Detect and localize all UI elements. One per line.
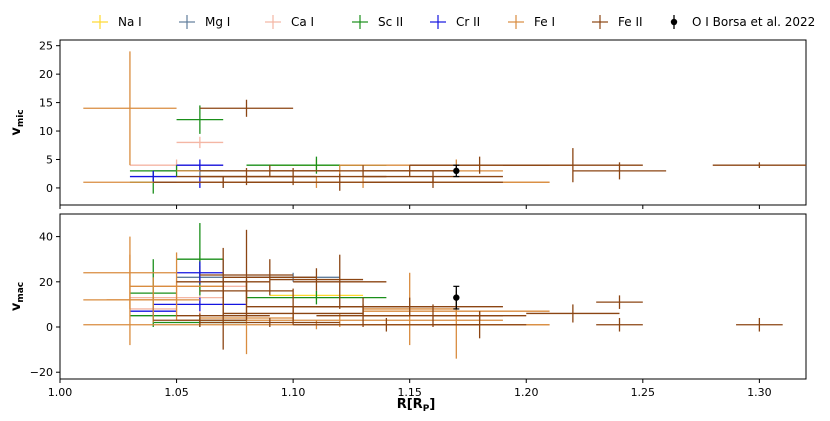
plot-frame bbox=[59, 213, 807, 380]
legend-item-ca-i: Ca I bbox=[265, 15, 314, 29]
y-tick-label: 20 bbox=[39, 276, 53, 289]
x-tick-label: 1.25 bbox=[631, 386, 656, 399]
data-point bbox=[176, 261, 224, 285]
legend-item-fe-ii: Fe II bbox=[592, 15, 643, 29]
y-tick-label: 15 bbox=[39, 97, 53, 110]
x-tick-label: 1.30 bbox=[747, 386, 772, 399]
panel-vmic: 0 5 10 15 20 25 vmic bbox=[9, 39, 807, 209]
legend-label: Sc II bbox=[378, 15, 403, 29]
y-axis-label: vmac bbox=[9, 282, 26, 311]
y-tick-label: 10 bbox=[39, 125, 53, 138]
x-tick-label: 1.00 bbox=[48, 386, 73, 399]
legend-marker-dot bbox=[670, 18, 678, 26]
y-tick-label: 5 bbox=[46, 153, 53, 166]
x-tick-label: 1.10 bbox=[281, 386, 306, 399]
series-fe-ii bbox=[153, 229, 783, 350]
data-point bbox=[712, 162, 806, 169]
series-o-i-borsa-et-al-2022 bbox=[453, 164, 460, 178]
data-point bbox=[129, 252, 224, 321]
legend-label: Fe II bbox=[618, 15, 643, 29]
data-marker bbox=[453, 167, 460, 175]
y-tick-label: 25 bbox=[39, 40, 53, 53]
legend-label: Fe I bbox=[534, 15, 555, 29]
data-point bbox=[199, 165, 340, 177]
data-point bbox=[363, 176, 503, 188]
data-point bbox=[176, 281, 270, 350]
legend-label: Cr II bbox=[456, 15, 480, 29]
y-tick-label: 0 bbox=[46, 182, 53, 195]
data-point bbox=[293, 317, 480, 332]
series-fe-ii bbox=[153, 99, 806, 191]
legend-item-o-i-borsa-et-al-2022: O I Borsa et al. 2022 bbox=[670, 15, 815, 29]
data-point bbox=[106, 277, 200, 323]
legend-item-mg-i: Mg I bbox=[179, 15, 230, 29]
legend: Na I Mg I Ca I Sc II Cr II Fe I Fe II O I Borsa… bbox=[92, 15, 815, 29]
data-point bbox=[223, 259, 317, 296]
panel-vmac: −20 0 20 40 vmac bbox=[9, 213, 807, 383]
x-tick-label: 1.15 bbox=[397, 386, 422, 399]
legend-item-cr-ii: Cr II bbox=[430, 15, 480, 29]
data-point bbox=[199, 279, 294, 303]
data-point bbox=[199, 229, 294, 321]
data-point bbox=[83, 51, 177, 166]
x-axis-label: R[RP] bbox=[397, 397, 436, 414]
series-o-i-borsa-et-al-2022 bbox=[453, 285, 460, 310]
data-point bbox=[596, 317, 643, 332]
legend-label: Na I bbox=[118, 15, 142, 29]
data-point bbox=[176, 136, 224, 149]
data-point bbox=[223, 306, 364, 321]
data-point bbox=[176, 105, 224, 134]
legend-item-fe-i: Fe I bbox=[508, 15, 555, 29]
data-point bbox=[453, 285, 460, 310]
data-marker bbox=[453, 294, 460, 301]
data-layer bbox=[83, 51, 806, 194]
y-tick-label: −20 bbox=[30, 366, 53, 379]
legend-item-na-i: Na I bbox=[92, 15, 142, 29]
data-point bbox=[153, 313, 247, 328]
data-point bbox=[596, 295, 643, 309]
x-axis: 1.00 1.05 1.10 1.15 1.20 1.25 1.30 bbox=[48, 386, 772, 399]
data-point bbox=[176, 159, 224, 171]
legend-label: Mg I bbox=[205, 15, 230, 29]
legend-item-sc-ii: Sc II bbox=[352, 15, 403, 29]
data-layer bbox=[83, 223, 783, 359]
data-point bbox=[453, 164, 460, 178]
data-point bbox=[363, 165, 457, 177]
data-point bbox=[526, 304, 620, 323]
y-tick-label: 40 bbox=[39, 231, 53, 244]
legend-label: Ca I bbox=[291, 15, 314, 29]
data-point bbox=[316, 297, 503, 316]
x-tick-label: 1.05 bbox=[164, 386, 189, 399]
data-point bbox=[269, 268, 364, 291]
y-tick-label: 20 bbox=[39, 68, 53, 81]
data-point bbox=[153, 176, 294, 188]
legend-label: O I Borsa et al. 2022 bbox=[692, 15, 815, 29]
x-tick-label: 1.20 bbox=[514, 386, 539, 399]
data-point bbox=[572, 162, 667, 180]
data-point bbox=[293, 254, 387, 309]
y-axis-label: vmic bbox=[9, 109, 26, 135]
y-tick-label: 0 bbox=[46, 321, 53, 334]
data-point bbox=[736, 317, 783, 332]
data-point bbox=[199, 99, 294, 117]
data-point bbox=[129, 170, 177, 183]
